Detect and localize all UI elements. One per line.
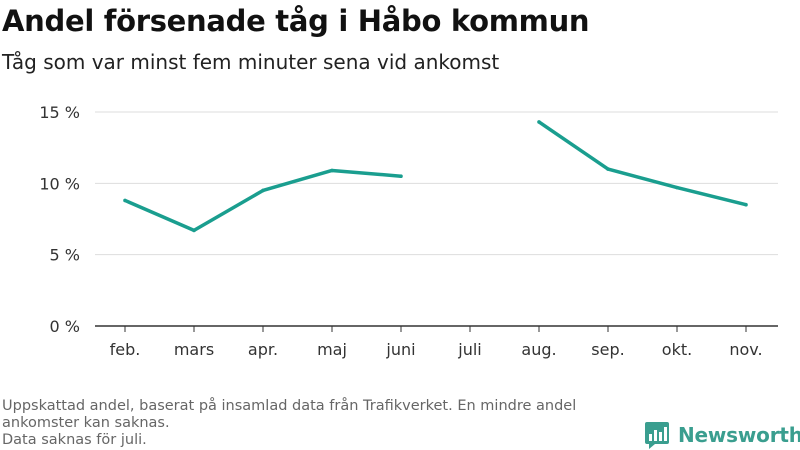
x-tick-label: juli	[457, 340, 481, 359]
brand-name: Newsworthy	[678, 423, 800, 447]
y-tick-label: 0 %	[50, 317, 80, 336]
data-point	[399, 174, 403, 178]
data-point	[261, 188, 265, 193]
y-tick-label: 5 %	[50, 246, 80, 265]
y-tick-label: 15 %	[39, 103, 80, 122]
series-lines	[123, 120, 748, 233]
chart-subtitle: Tåg som var minst fem minuter sena vid a…	[2, 50, 500, 74]
chart-title: Andel försenade tåg i Håbo kommun	[2, 4, 590, 38]
footnote-line-missing: Data saknas för juli.	[2, 432, 147, 448]
x-tick-label: juni	[385, 340, 415, 359]
footnote: Uppskattad andel, baserat på insamlad da…	[2, 398, 632, 449]
newsworthy-logo-icon	[645, 422, 669, 449]
series-line-segment	[124, 168, 402, 233]
y-tick-label: 10 %	[39, 174, 80, 193]
data-point	[192, 228, 196, 233]
series-line-segment	[538, 120, 747, 207]
data-point	[123, 198, 127, 203]
data-point	[744, 202, 748, 207]
x-axis: feb. mars apr. maj juni juli aug. sep. okt. nov.	[95, 325, 778, 359]
footnote-line-source: Uppskattad andel, baserat på insamlad da…	[2, 398, 577, 431]
x-tick-label: nov.	[729, 340, 762, 359]
x-tick-label: apr.	[248, 340, 278, 359]
x-tick-label: maj	[317, 340, 347, 359]
x-tick-label: aug.	[521, 340, 556, 359]
x-tick-label: feb.	[110, 340, 141, 359]
brand-logo: Newsworthy	[644, 420, 800, 450]
grid-lines	[95, 111, 778, 256]
data-point	[606, 167, 610, 171]
x-tick-label: okt.	[662, 340, 692, 359]
data-point	[537, 120, 541, 124]
data-point	[330, 168, 334, 173]
x-tick-label: sep.	[591, 340, 624, 359]
data-point	[675, 185, 679, 190]
line-chart: 0 % 5 % 10 % 15 % feb. mars apr. maj juni juli au…	[39, 103, 778, 359]
y-axis-tick-labels: 0 % 5 % 10 % 15 %	[39, 103, 80, 336]
x-tick-label: mars	[174, 340, 214, 359]
